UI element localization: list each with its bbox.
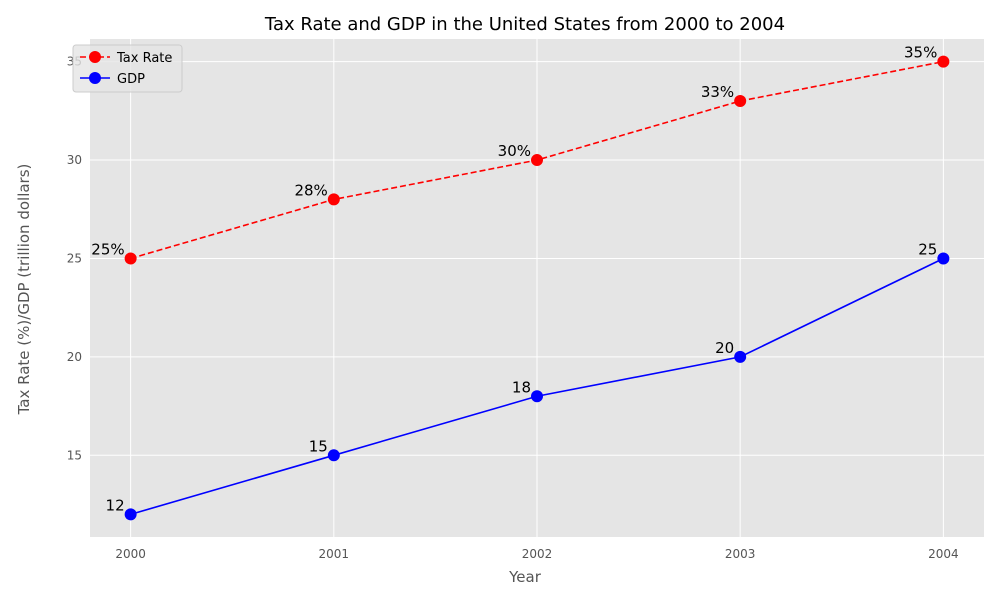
data-point-tax-rate [531,154,543,167]
data-label-tax-rate: 28% [294,181,327,199]
x-tick-label: 2000 [115,547,146,561]
legend-marker-gdp [89,72,101,84]
x-tick-label: 2002 [522,547,553,561]
data-label-gdp: 25 [918,240,937,258]
series-layer [124,55,950,521]
x-axis-label: Year [508,568,542,586]
series-gdp [124,252,950,521]
grid-lines [90,39,984,537]
data-point-tax-rate [734,95,747,108]
data-labels: 25% 28% 30% 33% 35% 12 15 18 20 25 [91,44,937,515]
y-axis-label: Tax Rate (%)/GDP (trillion dollars) [15,164,33,416]
data-point-gdp [531,390,543,403]
data-label-gdp: 18 [512,378,531,396]
x-tick-label: 2001 [319,547,350,561]
data-label-tax-rate: 30% [498,142,531,160]
data-label-gdp: 20 [715,339,734,357]
legend: Tax Rate GDP [72,44,183,93]
legend-label-gdp: GDP [117,72,145,87]
y-tick-label: 30 [67,153,82,167]
data-point-tax-rate [327,193,340,206]
data-label-gdp: 15 [309,437,328,455]
y-tick-label: 25 [67,251,82,265]
y-tick-label: 15 [67,448,82,462]
y-tick-label: 20 [67,350,82,364]
data-point-gdp [937,252,950,265]
data-label-gdp: 12 [106,496,125,514]
chart-title: Tax Rate and GDP in the United States fr… [264,14,785,35]
data-point-gdp [327,449,340,462]
data-point-gdp [124,508,137,521]
x-tick-label: 2003 [725,547,756,561]
data-point-gdp [734,350,747,363]
x-tick-label: 2004 [928,547,959,561]
data-point-tax-rate [124,252,137,265]
legend-marker-tax-rate [89,51,101,63]
legend-label-tax-rate: Tax Rate [116,51,172,66]
data-point-tax-rate [937,55,950,68]
series-tax-rate [124,55,950,265]
data-label-tax-rate: 33% [701,83,734,101]
data-label-tax-rate: 25% [91,240,124,258]
data-label-tax-rate: 35% [904,44,937,62]
